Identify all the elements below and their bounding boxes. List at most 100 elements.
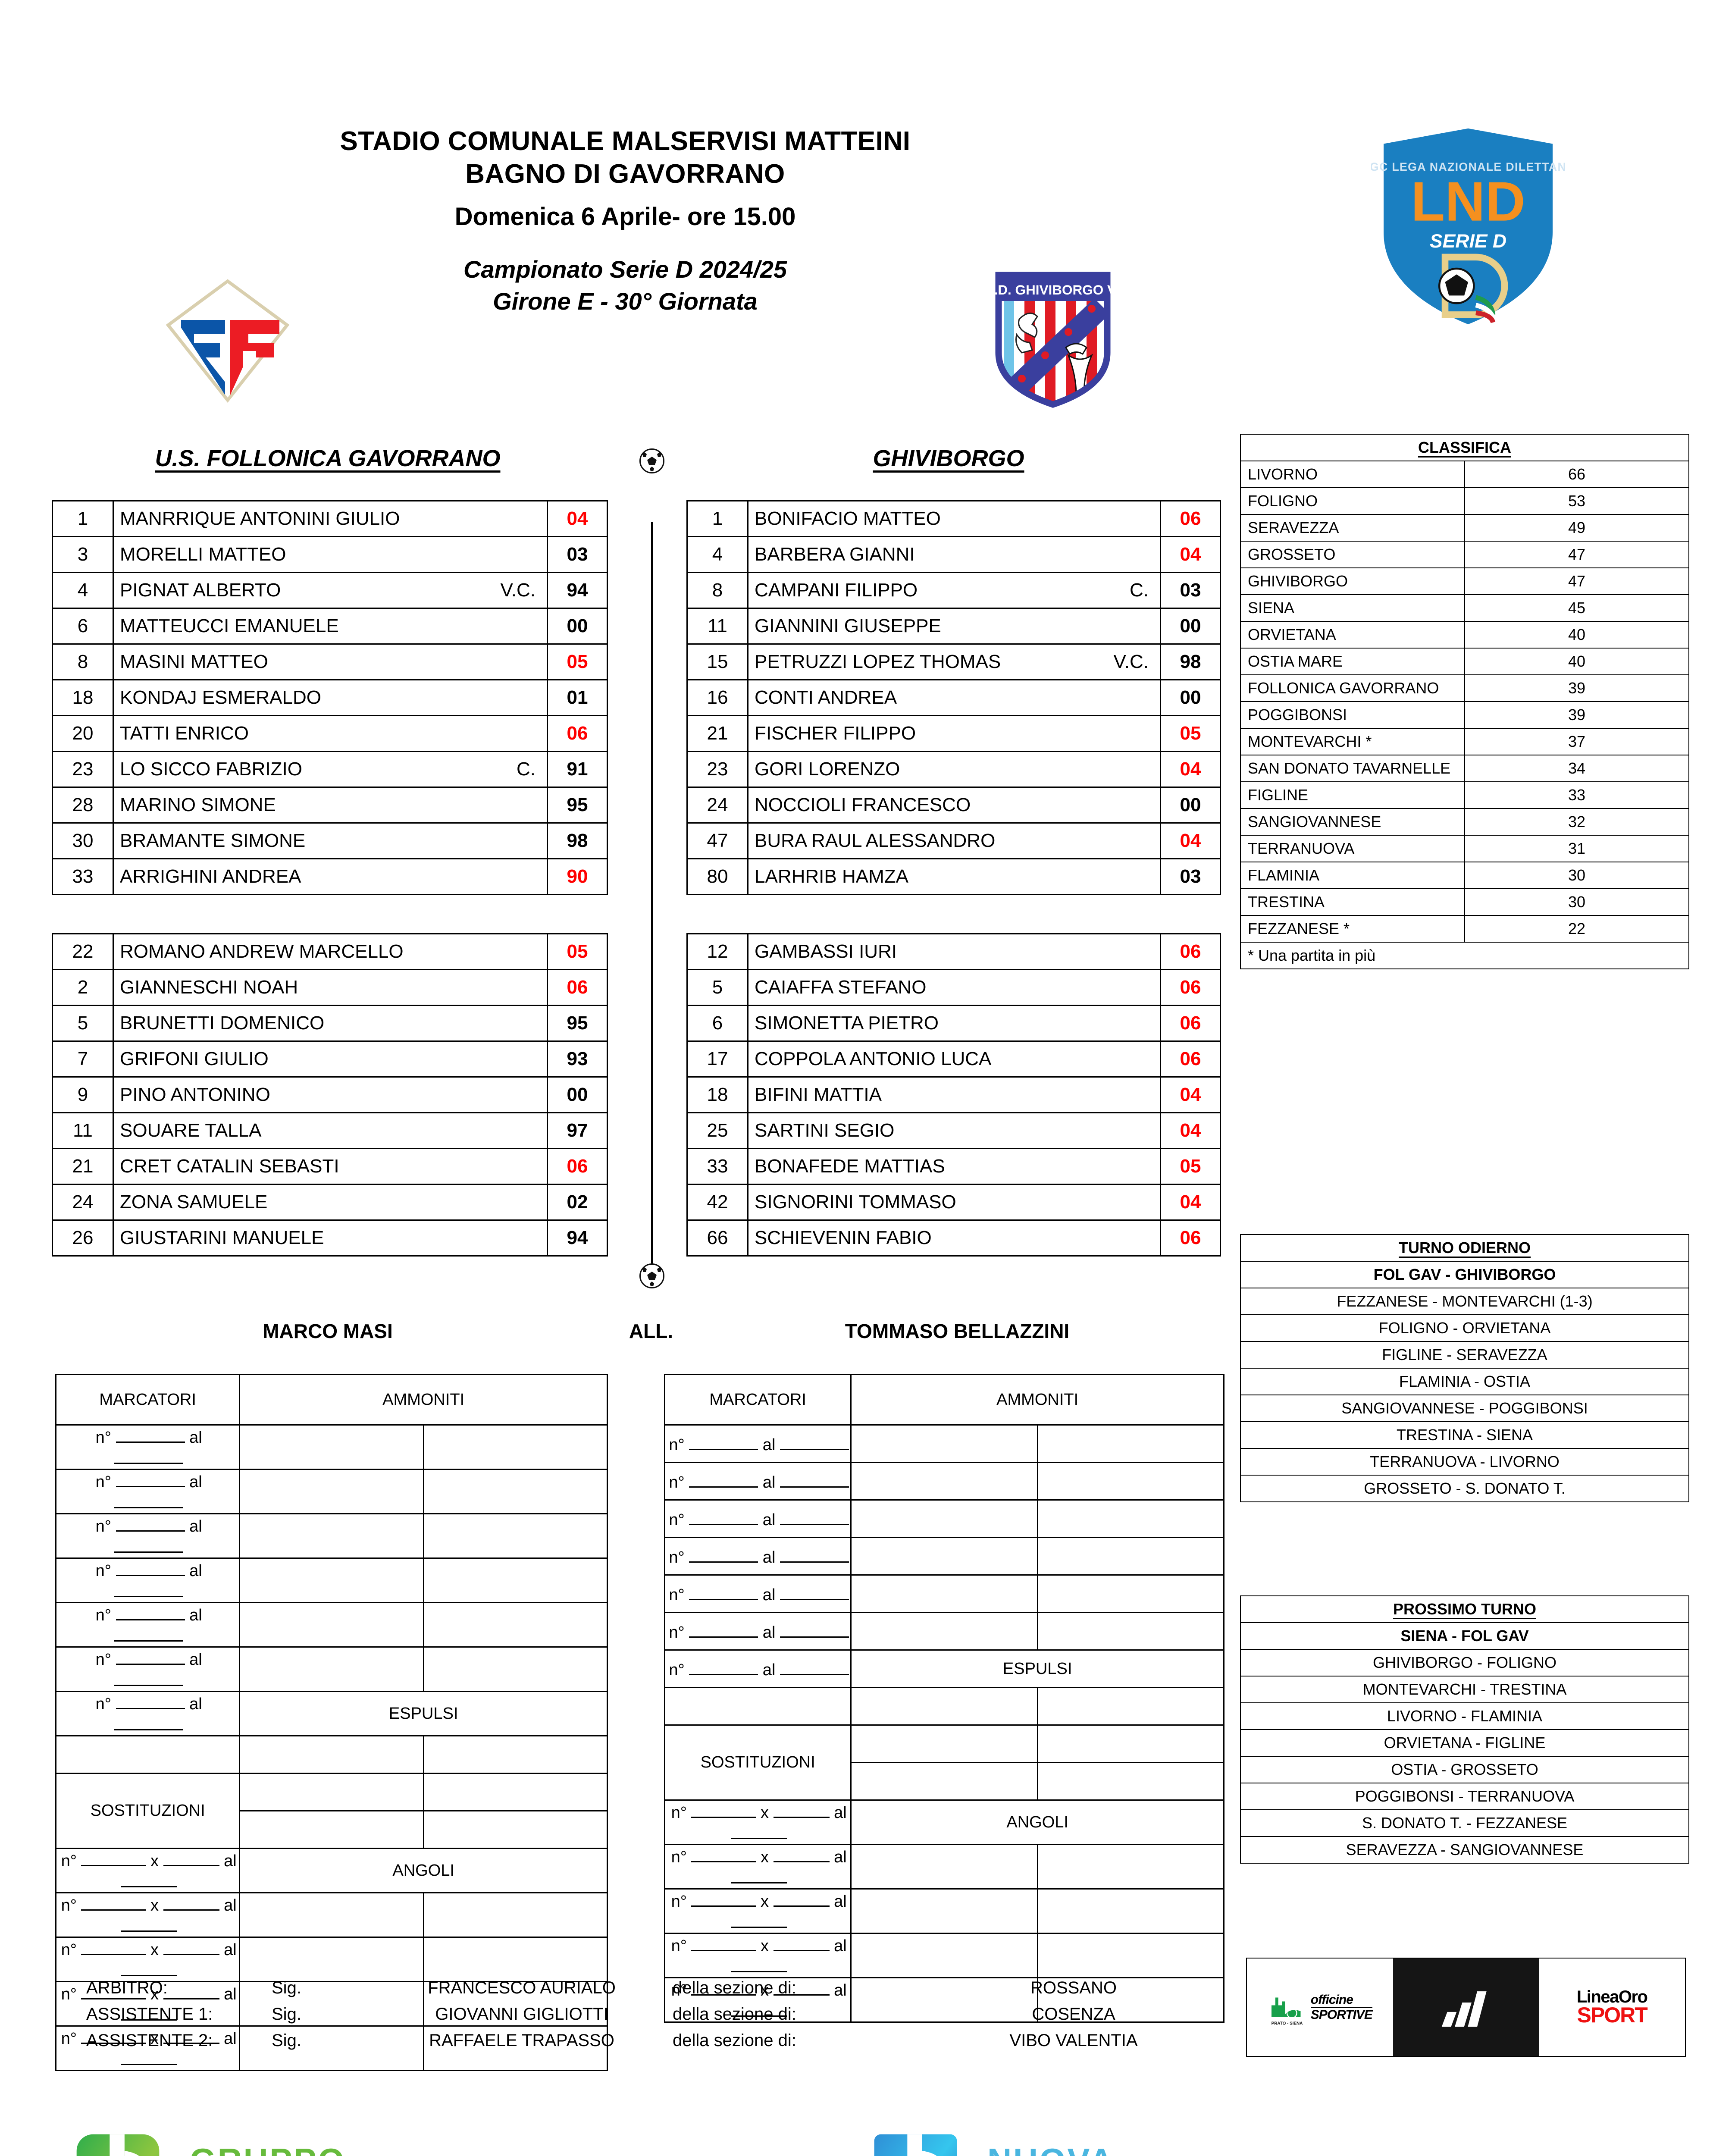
- goal-entry-row[interactable]: n° al: [55, 1557, 241, 1603]
- substitution-entry-row[interactable]: n° x al: [664, 1844, 852, 1890]
- form-cell[interactable]: [423, 1646, 608, 1692]
- fixture-row: SIENA - FOL GAV: [1240, 1622, 1689, 1650]
- form-cell[interactable]: [423, 1602, 608, 1648]
- form-cell[interactable]: [423, 1981, 608, 2027]
- form-cell[interactable]: [1037, 1724, 1225, 1763]
- form-cell[interactable]: [239, 1735, 424, 1774]
- official-name: RAFFAELE TRAPASSO: [429, 2031, 614, 2050]
- player-row: 4 BARBERA GIANNI 04: [686, 536, 1221, 573]
- form-cell[interactable]: [850, 1933, 1038, 1978]
- goal-entry-row[interactable]: n° al: [664, 1537, 852, 1576]
- form-cell[interactable]: [850, 1888, 1038, 1934]
- standings-points: 30: [1464, 888, 1689, 916]
- form-cell[interactable]: [239, 1892, 424, 1938]
- player-name: GRIFONI GIULIO: [113, 1040, 548, 1078]
- fixture-text: TERRANUOVA - LIVORNO: [1240, 1448, 1689, 1476]
- official-title: Sig.: [272, 2031, 301, 2050]
- form-cell[interactable]: [423, 1557, 608, 1603]
- form-cell[interactable]: [423, 1735, 608, 1774]
- form-cell[interactable]: [423, 1469, 608, 1514]
- form-cell[interactable]: [850, 1574, 1038, 1613]
- goal-entry-row[interactable]: n° al: [55, 1602, 241, 1648]
- goal-entry-row[interactable]: n° al: [55, 1646, 241, 1692]
- substitution-entry-row[interactable]: n° x al: [55, 2025, 241, 2071]
- form-cell[interactable]: [1037, 1462, 1225, 1501]
- substitution-entry-row[interactable]: n° x al: [664, 1977, 852, 2023]
- goal-entry-row[interactable]: n° al: [664, 1424, 852, 1463]
- form-cell[interactable]: [1037, 1612, 1225, 1651]
- goal-entry-row[interactable]: n° al: [55, 1424, 241, 1470]
- form-cell[interactable]: [239, 1469, 424, 1514]
- form-cell[interactable]: [850, 1424, 1038, 1463]
- form-cell[interactable]: [239, 1810, 424, 1849]
- form-cell[interactable]: [239, 1937, 424, 1982]
- form-cell[interactable]: [1037, 1888, 1225, 1934]
- form-cell[interactable]: [239, 1602, 424, 1648]
- form-cell[interactable]: [1037, 1844, 1225, 1890]
- substitution-entry-row[interactable]: n° x al: [55, 1937, 241, 1982]
- form-cell[interactable]: [1037, 1977, 1225, 2023]
- form-cell[interactable]: [850, 1844, 1038, 1890]
- coach-label: ALL.: [629, 1320, 673, 1342]
- form-cell[interactable]: [1037, 1499, 1225, 1538]
- form-cell[interactable]: [423, 1937, 608, 1982]
- goal-entry-row[interactable]: n° al: [664, 1612, 852, 1651]
- fixture-text: LIVORNO - FLAMINIA: [1240, 1702, 1689, 1730]
- form-cell[interactable]: [239, 1773, 424, 1811]
- standings-row: FIGLINE 33: [1240, 781, 1689, 809]
- form-cell[interactable]: [423, 1810, 608, 1849]
- form-cell[interactable]: [1037, 1424, 1225, 1463]
- form-cell[interactable]: [239, 1513, 424, 1559]
- player-number: 23: [686, 751, 748, 788]
- form-cell[interactable]: [239, 1981, 424, 2027]
- form-cell[interactable]: [850, 1687, 1038, 1726]
- form-cell[interactable]: [1037, 1537, 1225, 1576]
- form-cell[interactable]: [239, 1557, 424, 1603]
- player-birth-year: 00: [547, 1076, 608, 1113]
- form-cell[interactable]: [239, 2025, 424, 2071]
- form-cell[interactable]: [850, 1724, 1038, 1763]
- player-name: BRAMANTE SIMONE: [113, 822, 548, 859]
- form-cell[interactable]: [850, 1462, 1038, 1501]
- player-birth-year: 04: [1160, 751, 1221, 788]
- form-cell[interactable]: [850, 1499, 1038, 1538]
- form-cell[interactable]: [423, 1892, 608, 1938]
- substitution-entry-row[interactable]: n° x al: [55, 1981, 241, 2027]
- form-cell[interactable]: [1037, 1762, 1225, 1801]
- goal-entry-row[interactable]: n° al: [664, 1499, 852, 1538]
- competition-name: Campionato Serie D 2024/25: [463, 256, 787, 283]
- substitution-entry-row[interactable]: n° x al: [55, 1892, 241, 1938]
- goal-entry-row[interactable]: n° al: [664, 1649, 852, 1688]
- form-cell[interactable]: [850, 1977, 1038, 2023]
- form-cell[interactable]: [423, 2025, 608, 2071]
- form-cell[interactable]: [850, 1762, 1038, 1801]
- away-match-report-form[interactable]: MARCATORI AMMONITI n° al n° al n° al n° al…: [664, 1374, 1225, 2023]
- form-cell[interactable]: [1037, 1933, 1225, 1978]
- form-cell[interactable]: [850, 1612, 1038, 1651]
- player-row: 28 MARINO SIMONE 95: [52, 787, 608, 824]
- substitution-entry-row[interactable]: n° x al: [664, 1933, 852, 1978]
- form-cell[interactable]: [55, 1735, 241, 1774]
- form-cell[interactable]: [850, 1537, 1038, 1576]
- goal-entry-row[interactable]: n° al: [664, 1462, 852, 1501]
- form-cell[interactable]: [239, 1646, 424, 1692]
- substitution-entry-row[interactable]: n° x al: [664, 1799, 852, 1845]
- ammoniti-header: AMMONITI: [850, 1374, 1225, 1426]
- goal-entry-row[interactable]: n° al: [664, 1574, 852, 1613]
- form-cell[interactable]: [664, 1687, 852, 1726]
- substitution-entry-row[interactable]: n° x al: [55, 1848, 241, 1893]
- form-cell[interactable]: [1037, 1687, 1225, 1726]
- form-cell[interactable]: [423, 1513, 608, 1559]
- form-cell[interactable]: [1037, 1574, 1225, 1613]
- player-name: BIFINI MATTIA: [747, 1076, 1161, 1113]
- substitution-entry-row[interactable]: n° x al: [664, 1888, 852, 1934]
- goal-entry-row[interactable]: n° al: [55, 1691, 241, 1736]
- home-match-report-form[interactable]: MARCATORI AMMONITI n° al n° al n° al n° al…: [55, 1374, 608, 2071]
- form-cell[interactable]: [423, 1773, 608, 1811]
- goal-entry-row[interactable]: n° al: [55, 1513, 241, 1559]
- form-cell[interactable]: [423, 1424, 608, 1470]
- standings-points: 49: [1464, 514, 1689, 542]
- form-cell[interactable]: [239, 1424, 424, 1470]
- player-number: 24: [686, 787, 748, 824]
- goal-entry-row[interactable]: n° al: [55, 1469, 241, 1514]
